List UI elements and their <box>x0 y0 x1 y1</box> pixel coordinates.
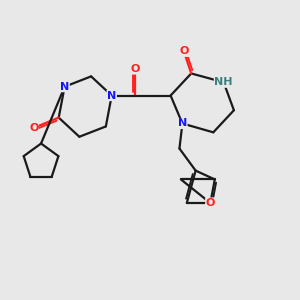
Text: O: O <box>29 123 38 133</box>
Text: NH: NH <box>214 77 233 87</box>
Text: O: O <box>130 64 140 74</box>
Text: N: N <box>178 118 187 128</box>
Text: N: N <box>107 91 116 100</box>
Text: N: N <box>60 82 69 92</box>
Text: O: O <box>206 198 215 208</box>
Text: O: O <box>179 46 188 56</box>
